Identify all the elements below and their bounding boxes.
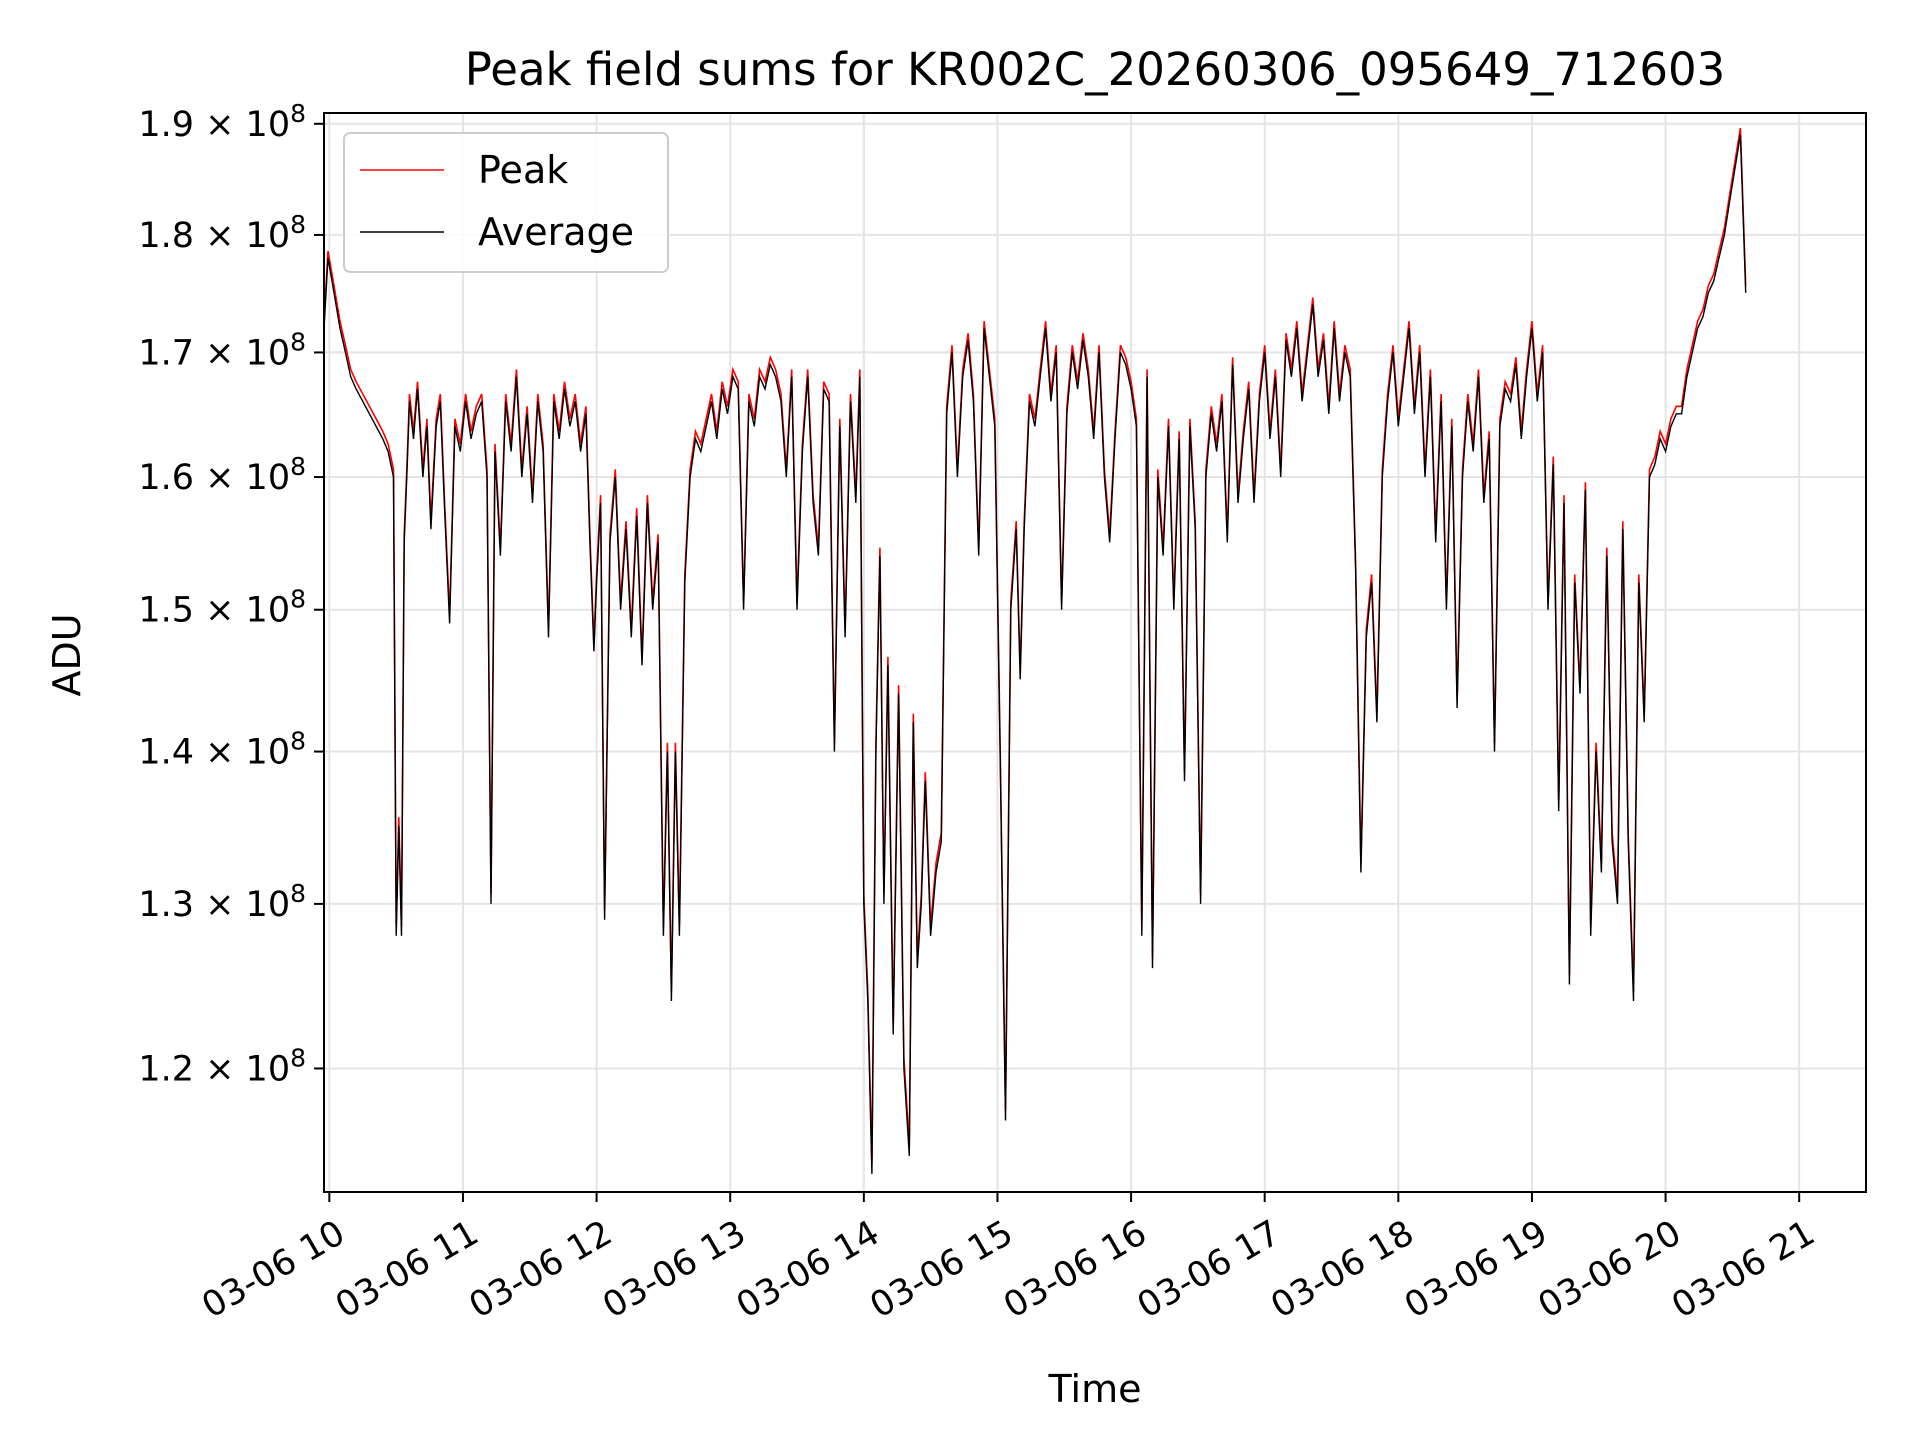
legend: Peak Average [343, 132, 669, 273]
plot-frame [323, 112, 1867, 1193]
y-tick-label: 1.6 × 108 [138, 452, 306, 498]
grid-layer [324, 113, 1866, 1192]
series-layer [324, 127, 1747, 1174]
y-tick-label: 1.4 × 108 [138, 727, 306, 773]
legend-label-peak: Peak [478, 148, 568, 192]
y-tick-label: 1.9 × 108 [138, 99, 306, 145]
legend-box [343, 132, 669, 273]
legend-label-average: Average [478, 210, 634, 254]
y-tick-label: 1.8 × 108 [138, 210, 306, 256]
series-line-average [324, 134, 1747, 1174]
y-tick-label: 1.5 × 108 [138, 585, 306, 631]
y-tick-label: 1.7 × 108 [138, 327, 306, 373]
y-tick-label: 1.2 × 108 [138, 1043, 306, 1089]
y-tick-label: 1.3 × 108 [138, 879, 306, 925]
chart-title: Peak field sums for KR002C_20260306_0956… [465, 43, 1725, 96]
y-axis-label: ADU [45, 613, 89, 696]
x-axis-label: Time [1048, 1367, 1142, 1411]
